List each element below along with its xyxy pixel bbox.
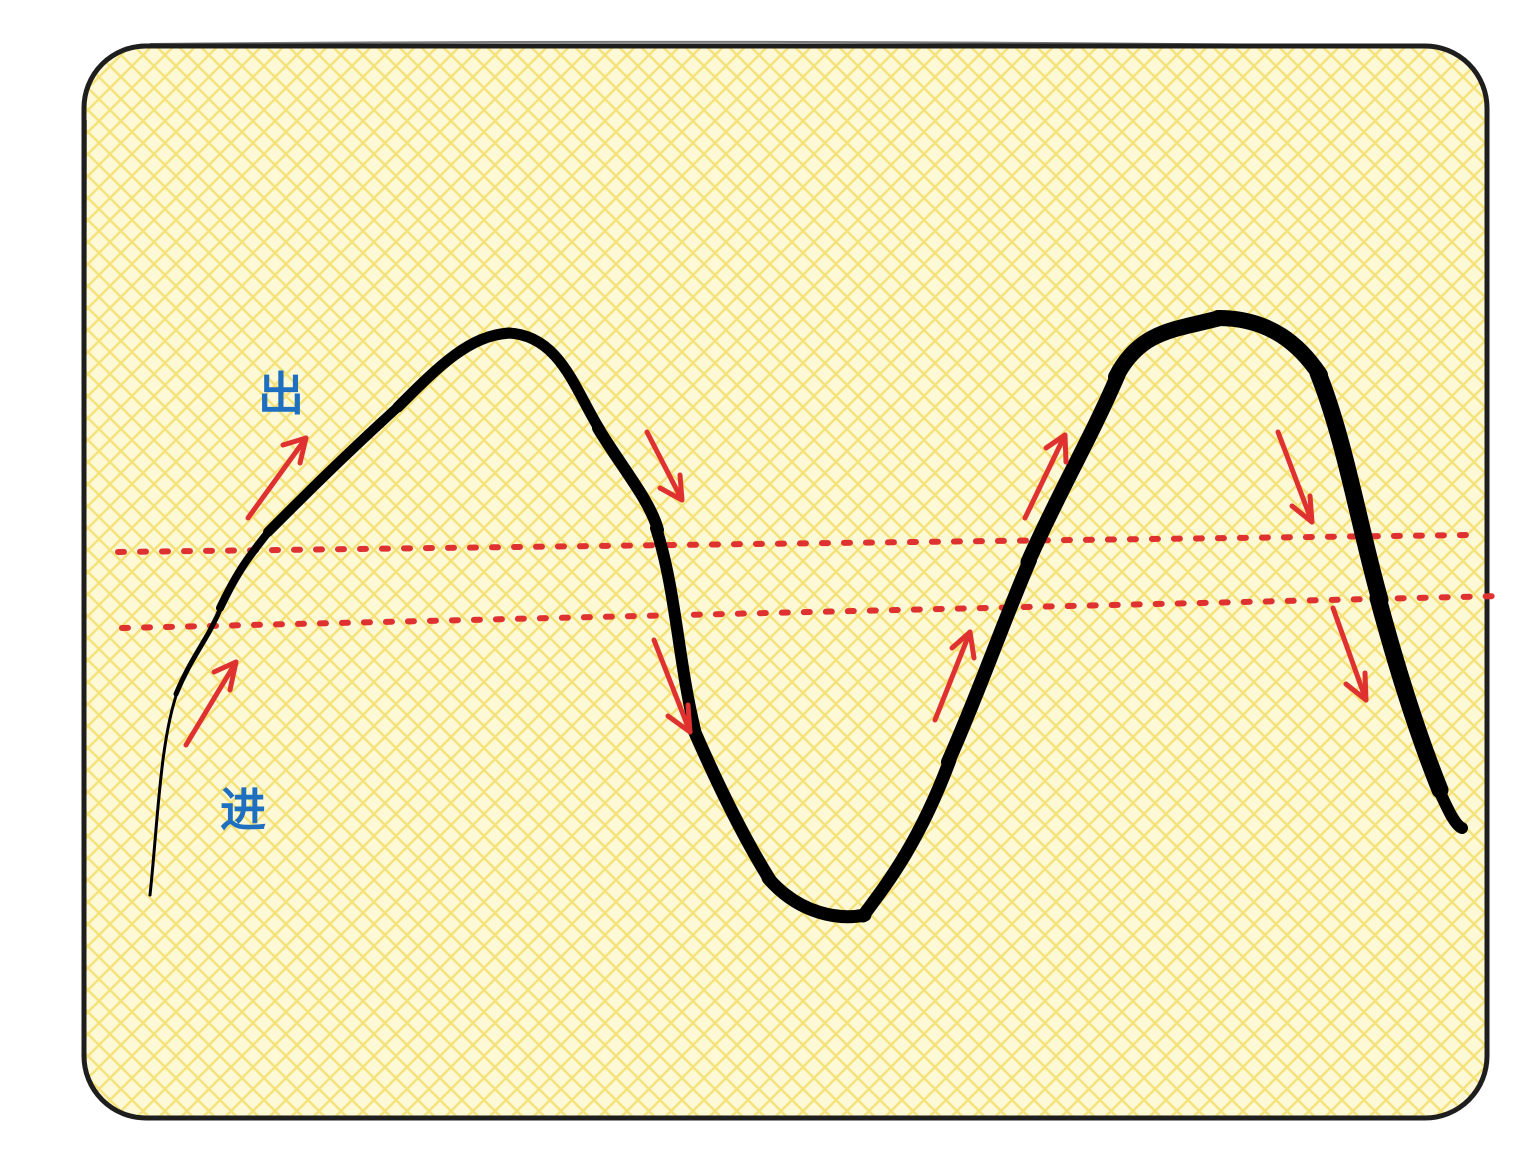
arrow-down-right-icon xyxy=(1330,605,1369,703)
panel xyxy=(81,40,1490,1121)
arrow-down-right-icon xyxy=(1275,429,1315,525)
threshold-lines xyxy=(115,532,1503,631)
arrows xyxy=(183,429,1369,748)
lower-threshold-line xyxy=(119,593,1503,631)
arrow-down-right-icon xyxy=(651,637,693,735)
label-in: 进 xyxy=(220,783,266,837)
label-out: 出 xyxy=(258,367,304,421)
upper-threshold-line xyxy=(115,532,1473,555)
arrow-up-right-icon xyxy=(245,435,309,521)
arrow-up-right-icon xyxy=(932,629,977,723)
arrow-down-right-icon xyxy=(644,429,685,503)
arrow-up-right-icon xyxy=(183,659,239,748)
wave-curve xyxy=(148,310,1468,924)
arrow-up-right-icon xyxy=(1022,432,1069,521)
